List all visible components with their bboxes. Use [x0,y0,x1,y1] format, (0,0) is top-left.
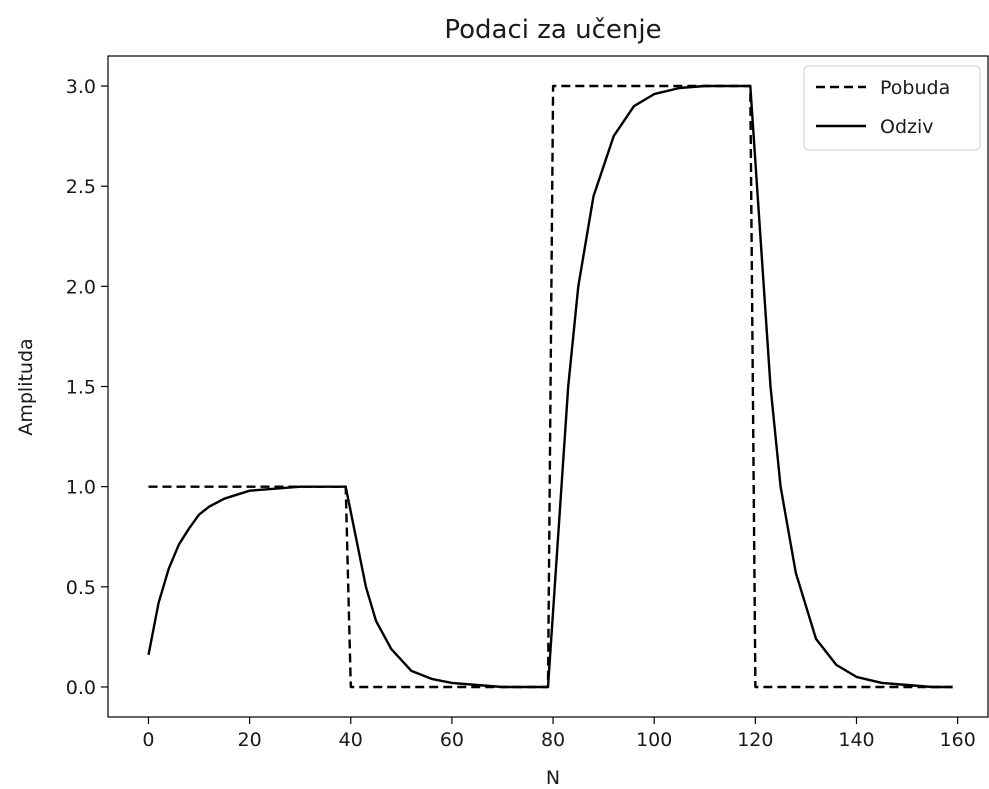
x-tick-label: 160 [940,729,976,751]
legend: Pobuda Odziv [803,65,981,151]
x-tick-label: 40 [339,729,363,751]
series-line-pobuda [148,84,953,689]
series-layer [147,84,953,689]
x-axis-label: N [546,767,560,789]
chart-title: Podaci za učenje [444,15,661,45]
legend-label-pobuda: Pobuda [880,77,950,99]
x-tick-label: 60 [440,729,464,751]
x-tick-label: 140 [838,729,874,751]
x-tick-label: 100 [636,729,672,751]
x-tick-label: 120 [737,729,773,751]
y-tick-label: 3.0 [66,76,96,98]
x-axis-ticks: 0 20 40 60 80 100 120 140 160 [142,717,976,751]
y-axis-label: Amplituda [15,338,37,435]
y-tick-label: 2.5 [66,176,96,198]
x-tick-label: 80 [541,729,565,751]
y-tick-label: 1.5 [66,377,96,399]
x-tick-label: 0 [142,729,154,751]
y-tick-label: 1.0 [66,477,96,499]
x-tick-label: 20 [238,729,262,751]
y-tick-label: 0.5 [66,577,96,599]
legend-label-odziv: Odziv [880,116,934,138]
y-tick-label: 2.0 [66,276,96,298]
series-line-odziv [147,84,953,689]
y-axis-ticks: 0.0 0.5 1.0 1.5 2.0 2.5 3.0 [66,76,108,699]
y-tick-label: 0.0 [66,677,96,699]
